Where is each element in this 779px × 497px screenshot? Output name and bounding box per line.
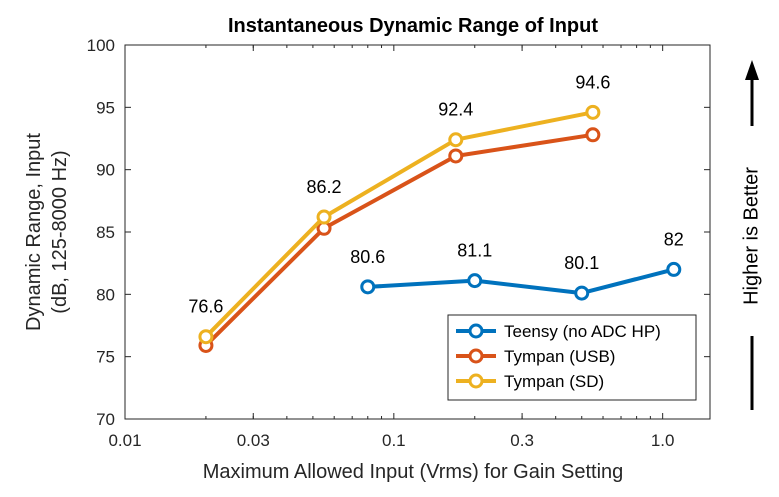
series-2-point: [585, 104, 601, 120]
y-tick-label: 75: [96, 348, 115, 367]
y-tick-label: 90: [96, 161, 115, 180]
legend-label: Tympan (USB): [504, 347, 615, 366]
y-tick-label: 100: [87, 36, 115, 55]
series-2-point: [448, 132, 464, 148]
data-label: 82: [664, 229, 684, 249]
series-1-point: [448, 148, 464, 164]
axes-box: [124, 44, 711, 420]
y-tick-label: 85: [96, 223, 115, 242]
legend-swatch-marker: [468, 348, 484, 364]
series-0-point: [360, 279, 376, 295]
legend-label: Tympan (SD): [504, 372, 604, 391]
series-2-point: [198, 329, 214, 345]
x-tick-label: 0.1: [382, 431, 406, 450]
series-line-1: [204, 132, 594, 347]
x-tick-label: 0.3: [510, 431, 534, 450]
series-line-0: [367, 267, 675, 296]
data-label: 80.6: [350, 247, 385, 267]
data-label: 80.1: [564, 253, 599, 273]
higher-is-better-label: Higher is Better: [740, 167, 763, 305]
x-axis-label: Maximum Allowed Input (Vrms) for Gain Se…: [203, 461, 624, 483]
y-axis-label-line1: Dynamic Range, Input: [23, 133, 45, 331]
x-tick-label: 0.03: [237, 431, 270, 450]
y-tick-label: 80: [96, 285, 115, 304]
legend: Teensy (no ADC HP) Tympan (USB) Tympan (SD…: [447, 314, 697, 401]
chart-title: Instantaneous Dynamic Range of Input: [228, 15, 598, 37]
data-label: 81.1: [457, 241, 492, 261]
x-tick-label: 1.0: [651, 431, 675, 450]
series-2-point: [316, 209, 332, 225]
series-1-point: [585, 127, 601, 143]
series-0-point: [467, 273, 483, 289]
series-line-2: [204, 110, 594, 339]
arrow-head-icon: [745, 60, 759, 80]
data-label: 92.4: [438, 100, 473, 120]
legend-label: Teensy (no ADC HP): [504, 322, 661, 341]
legend-swatch-marker: [468, 323, 484, 339]
y-tick-label: 95: [96, 98, 115, 117]
legend-swatch-marker: [468, 373, 484, 389]
higher-is-better-arrow: [745, 60, 759, 410]
y-axis-label-line2: (dB, 125-8000 Hz): [49, 150, 71, 313]
data-label: 76.6: [188, 297, 223, 317]
data-label: 86.2: [307, 177, 342, 197]
series-0-point: [574, 285, 590, 301]
data-label: 94.6: [575, 72, 610, 92]
series-0-point: [666, 261, 682, 277]
x-tick-label: 0.01: [108, 431, 141, 450]
y-tick-label: 70: [96, 410, 115, 429]
